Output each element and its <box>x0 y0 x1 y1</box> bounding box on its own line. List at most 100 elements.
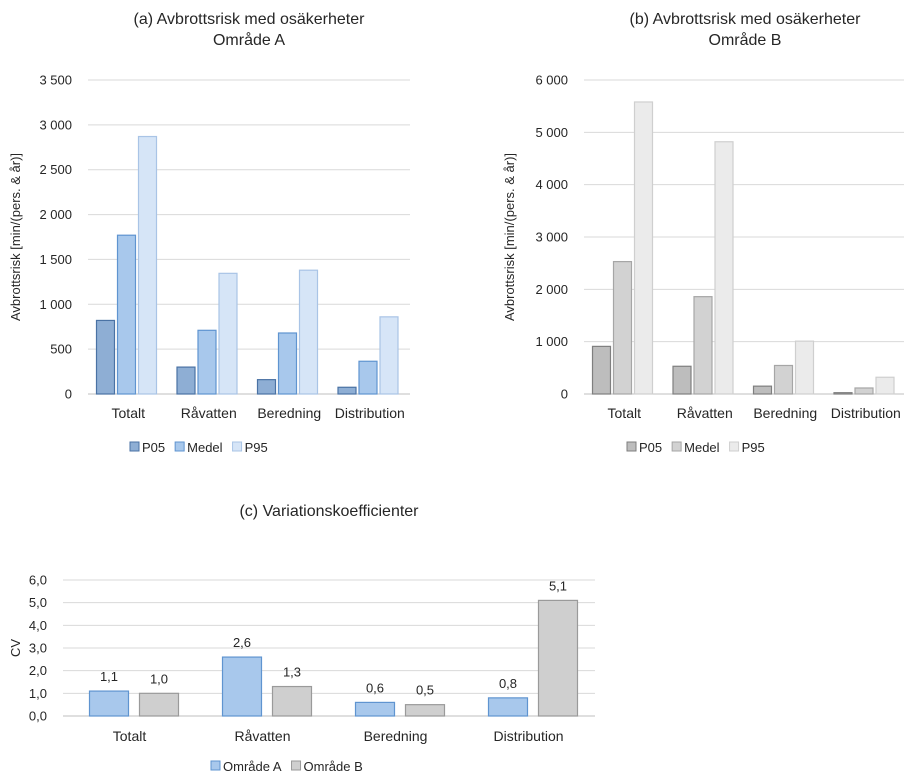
bar-medel <box>693 296 713 395</box>
x-tick-label: Distribution <box>493 728 563 744</box>
y-tick-label: 3 500 <box>39 73 72 88</box>
legend-label: P05 <box>639 440 662 455</box>
x-tick-label: Beredning <box>257 405 321 421</box>
legend-swatch <box>232 441 243 452</box>
bar-medel <box>116 234 137 395</box>
x-tick-label: Totalt <box>608 405 642 421</box>
chart-subtitle: Område B <box>709 31 782 49</box>
bar-omrade-b <box>138 692 180 717</box>
x-tick-label: Beredning <box>364 728 428 744</box>
legend-swatch <box>291 760 302 771</box>
chart-title: (c) Variationskoefficienter <box>239 503 419 520</box>
bar-medel <box>277 332 298 395</box>
legend-label: Område A <box>223 759 282 774</box>
legend-swatch <box>671 441 682 452</box>
bar-omrade-a <box>88 690 130 717</box>
bar-p95 <box>218 272 238 395</box>
bar-omrade-a <box>221 656 263 717</box>
data-label: 0,8 <box>499 676 517 691</box>
x-tick-label: Råvatten <box>677 405 733 421</box>
y-tick-label: 5 000 <box>535 125 568 140</box>
legend-label: P05 <box>142 440 165 455</box>
bar-omrade-b <box>271 685 313 717</box>
y-tick-label: 1 500 <box>39 252 72 267</box>
y-tick-label: 1 000 <box>535 334 568 349</box>
legend-swatch <box>626 441 637 452</box>
data-label: 5,1 <box>549 578 567 593</box>
y-tick-label: 5,0 <box>29 595 47 610</box>
bar-medel <box>197 329 217 395</box>
y-tick-label: 6 000 <box>535 73 568 88</box>
y-tick-label: 6,0 <box>29 573 47 588</box>
chart-title: (a) Avbrottsrisk med osäkerheter <box>134 11 366 28</box>
legend-label: P95 <box>742 440 765 455</box>
bar-p95 <box>714 141 734 395</box>
legend-swatch <box>729 441 740 452</box>
bar-medel <box>358 360 378 395</box>
y-axis-label: CV <box>8 639 23 657</box>
chart-b: (b) Avbrottsrisk med osäkerheter Område B… <box>502 11 904 455</box>
bar-p95 <box>379 316 399 395</box>
bar-p05 <box>337 386 357 395</box>
bar-p05 <box>95 319 116 395</box>
x-tick-label: Totalt <box>113 728 147 744</box>
y-tick-label: 2 000 <box>535 282 568 297</box>
bar-omrade-b <box>404 704 446 717</box>
y-tick-label: 2,0 <box>29 663 47 678</box>
bar-p05 <box>672 365 692 395</box>
y-tick-label: 1,0 <box>29 686 47 701</box>
data-label: 0,5 <box>416 683 434 698</box>
bar-p05 <box>752 385 773 395</box>
chart-a: (a) Avbrottsrisk med osäkerheter Område A… <box>8 11 410 455</box>
data-label: 2,6 <box>233 635 251 650</box>
y-tick-label: 4,0 <box>29 618 47 633</box>
bar-p05 <box>256 379 277 395</box>
data-label: 0,6 <box>366 680 384 695</box>
y-axis-label: Avbrottsrisk [min/(pers. & år)] <box>502 153 517 321</box>
y-tick-label: 0 <box>65 387 72 402</box>
y-tick-label: 3 000 <box>39 117 72 132</box>
legend-swatch <box>174 441 185 452</box>
x-tick-label: Beredning <box>753 405 817 421</box>
bar-p05 <box>176 366 196 395</box>
legend-swatch <box>129 441 140 452</box>
x-tick-label: Totalt <box>112 405 146 421</box>
bar-p95 <box>137 135 158 395</box>
legend-label: Område B <box>304 759 363 774</box>
chart-title: (b) Avbrottsrisk med osäkerheter <box>630 11 862 28</box>
bar-medel <box>612 260 633 395</box>
y-tick-label: 2 000 <box>39 207 72 222</box>
x-tick-label: Råvatten <box>181 405 237 421</box>
y-tick-label: 3,0 <box>29 641 47 656</box>
x-tick-label: Råvatten <box>234 728 290 744</box>
data-label: 1,3 <box>283 665 301 680</box>
bar-omrade-a <box>354 701 396 717</box>
chart-c: (c) Variationskoefficienter CV 0,0 1,0 2,0 3,… <box>8 503 595 774</box>
bar-omrade-a <box>487 697 529 717</box>
bar-p95 <box>875 376 895 395</box>
legend-label: Medel <box>187 440 223 455</box>
x-tick-label: Distribution <box>831 405 901 421</box>
y-tick-label: 3 000 <box>535 230 568 245</box>
chart-subtitle: Område A <box>213 31 285 49</box>
y-axis-label: Avbrottsrisk [min/(pers. & år)] <box>8 153 23 321</box>
bar-p95 <box>794 340 815 395</box>
legend-label: P95 <box>245 440 268 455</box>
bar-p95 <box>298 269 319 395</box>
bar-omrade-b <box>537 599 579 717</box>
y-tick-label: 500 <box>50 342 72 357</box>
bar-p05 <box>591 345 612 395</box>
bar-p95 <box>633 101 654 395</box>
bar-medel <box>773 364 794 395</box>
bar-p05 <box>833 392 853 395</box>
y-tick-label: 0 <box>561 387 568 402</box>
y-tick-label: 0,0 <box>29 709 47 724</box>
legend-label: Medel <box>684 440 720 455</box>
data-label: 1,0 <box>150 671 168 686</box>
bar-medel <box>854 387 874 395</box>
y-tick-label: 2 500 <box>39 162 72 177</box>
data-label: 1,1 <box>100 669 118 684</box>
legend-swatch <box>210 760 221 771</box>
y-tick-label: 4 000 <box>535 177 568 192</box>
